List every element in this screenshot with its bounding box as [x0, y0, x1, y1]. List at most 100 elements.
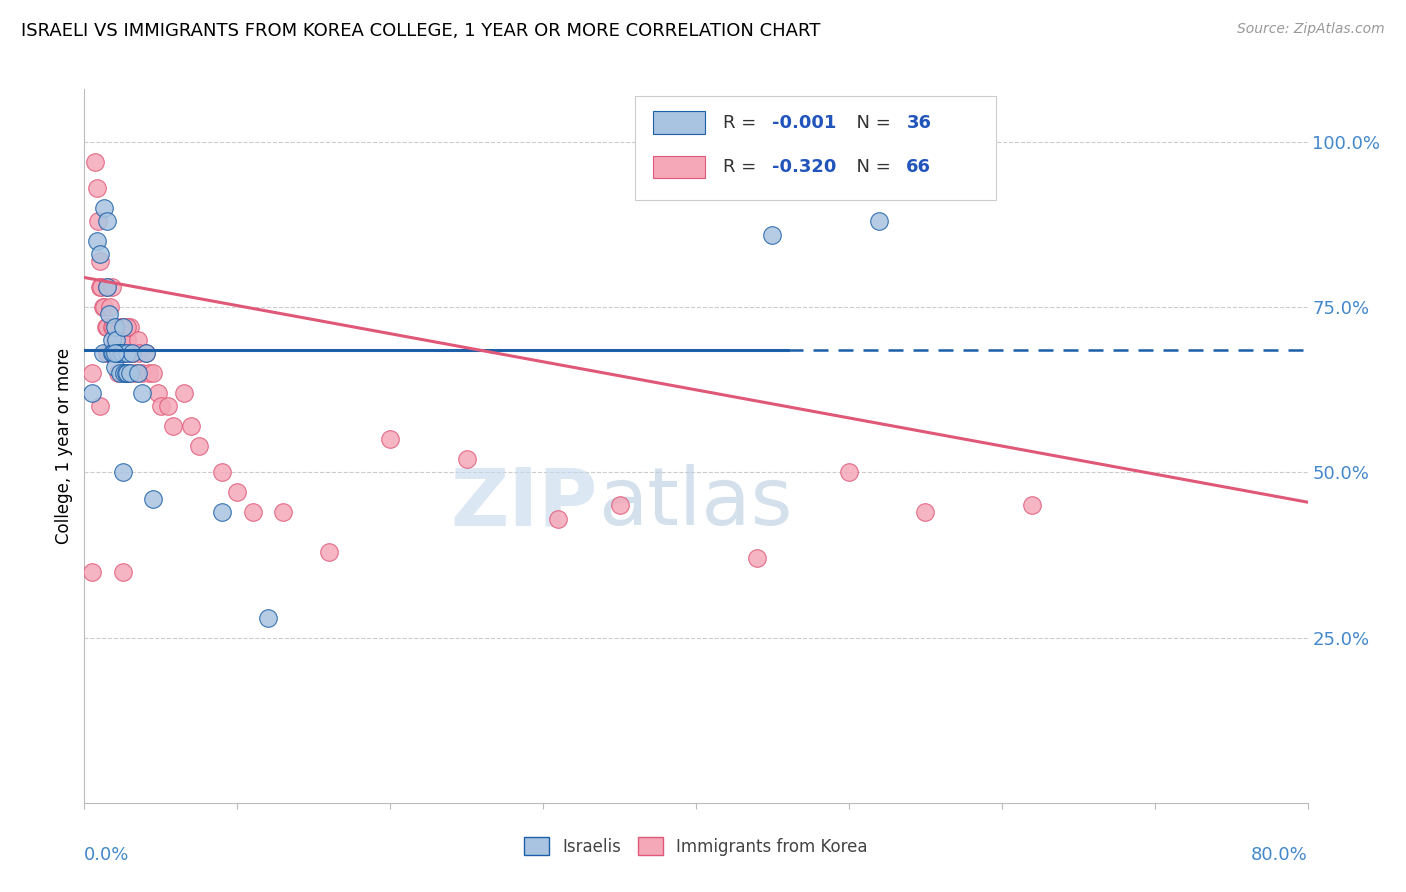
Point: [101, 280, 124, 294]
Point: [115, 367, 138, 381]
Point: [135, 346, 157, 360]
Point: [84, 154, 107, 169]
Point: [87, 214, 110, 228]
Point: [318, 545, 340, 559]
Point: [1021, 499, 1043, 513]
Text: N =: N =: [845, 158, 897, 176]
Point: [128, 346, 150, 360]
Point: [157, 400, 180, 414]
Point: [747, 551, 769, 566]
Point: [104, 333, 127, 347]
Point: [124, 367, 146, 381]
Legend: Israelis, Immigrants from Korea: Israelis, Immigrants from Korea: [517, 830, 875, 863]
Point: [914, 505, 936, 519]
Point: [114, 367, 136, 381]
Point: [101, 346, 124, 360]
Point: [114, 367, 136, 381]
Point: [127, 333, 149, 347]
Point: [97, 307, 120, 321]
FancyBboxPatch shape: [654, 155, 704, 178]
Point: [96, 280, 118, 294]
Text: N =: N =: [845, 114, 897, 132]
Text: -0.320: -0.320: [772, 158, 837, 176]
Point: [91, 346, 114, 360]
Point: [257, 611, 280, 625]
Point: [98, 300, 121, 314]
Point: [108, 320, 131, 334]
Point: [118, 367, 141, 381]
FancyBboxPatch shape: [654, 112, 704, 134]
Text: 0.0%: 0.0%: [84, 846, 129, 863]
Point: [761, 227, 783, 242]
Text: -0.001: -0.001: [772, 114, 837, 132]
Point: [97, 346, 120, 360]
Point: [86, 234, 108, 248]
Point: [111, 320, 134, 334]
Point: [131, 386, 153, 401]
Point: [104, 320, 127, 334]
Point: [111, 346, 134, 360]
Text: 66: 66: [907, 158, 931, 176]
Point: [105, 333, 128, 347]
Point: [80, 386, 103, 401]
Point: [104, 320, 127, 334]
Point: [108, 367, 131, 381]
Text: R =: R =: [723, 114, 762, 132]
Point: [103, 320, 125, 334]
Point: [120, 367, 142, 381]
Point: [211, 505, 233, 519]
Point: [115, 320, 138, 334]
Point: [111, 466, 134, 480]
Point: [103, 346, 125, 360]
Point: [121, 346, 143, 360]
Point: [96, 346, 118, 360]
Point: [89, 247, 111, 261]
Point: [226, 485, 249, 500]
Point: [242, 505, 264, 519]
Text: 80.0%: 80.0%: [1251, 846, 1308, 863]
Point: [96, 320, 118, 334]
Point: [271, 505, 294, 519]
Point: [96, 280, 118, 294]
Point: [142, 367, 165, 381]
Point: [162, 419, 184, 434]
Point: [121, 346, 143, 360]
Point: [93, 300, 115, 314]
Point: [107, 367, 129, 381]
Point: [80, 367, 103, 381]
Point: [111, 346, 134, 360]
Point: [138, 367, 160, 381]
Point: [142, 491, 165, 506]
Point: [80, 565, 103, 579]
Point: [127, 367, 149, 381]
Point: [101, 333, 124, 347]
Point: [111, 320, 134, 334]
Text: ISRAELI VS IMMIGRANTS FROM KOREA COLLEGE, 1 YEAR OR MORE CORRELATION CHART: ISRAELI VS IMMIGRANTS FROM KOREA COLLEGE…: [21, 22, 821, 40]
Point: [96, 214, 118, 228]
Point: [211, 466, 233, 480]
Point: [104, 359, 127, 374]
Point: [180, 419, 202, 434]
Point: [91, 300, 114, 314]
Point: [94, 320, 117, 334]
Point: [115, 333, 138, 347]
Point: [146, 386, 169, 401]
Y-axis label: College, 1 year or more: College, 1 year or more: [55, 348, 73, 544]
Point: [188, 439, 211, 453]
Point: [380, 433, 402, 447]
Point: [101, 320, 124, 334]
Point: [609, 499, 631, 513]
Text: 36: 36: [907, 114, 931, 132]
Point: [456, 452, 478, 467]
Point: [120, 320, 142, 334]
Point: [107, 346, 129, 360]
Point: [122, 346, 145, 360]
Point: [110, 346, 132, 360]
Point: [111, 565, 134, 579]
Point: [104, 346, 127, 360]
Point: [869, 214, 891, 228]
Point: [115, 346, 138, 360]
Point: [838, 466, 860, 480]
Point: [112, 346, 135, 360]
Point: [112, 367, 135, 381]
